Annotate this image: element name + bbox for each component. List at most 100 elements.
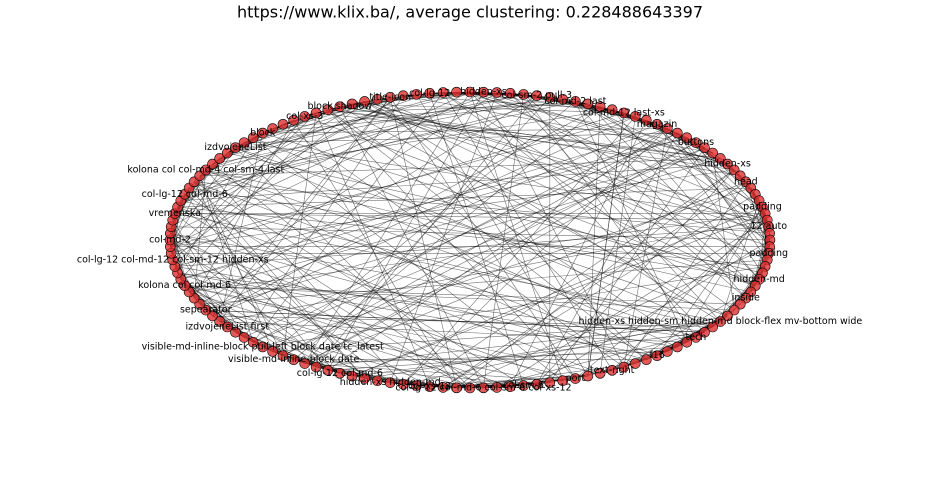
edge — [575, 101, 763, 208]
node-label: kolona col col-md-4 col-sm-4 last — [127, 164, 284, 175]
edge — [180, 163, 728, 201]
edge — [282, 132, 678, 356]
node — [334, 368, 346, 379]
node — [437, 382, 449, 393]
edge — [327, 346, 678, 371]
edge — [339, 106, 484, 388]
edge — [483, 385, 524, 389]
node-label: magazin — [637, 119, 678, 130]
node-label: port — [566, 373, 586, 384]
node — [518, 89, 529, 100]
node — [594, 368, 606, 379]
node — [267, 123, 278, 134]
edge — [244, 132, 678, 143]
edge — [442, 181, 747, 388]
edge — [188, 92, 498, 293]
edge — [212, 124, 658, 317]
node-label: col-sm-6 — [503, 380, 544, 391]
node — [451, 86, 462, 98]
node-label: 12 auto — [751, 221, 788, 232]
node — [606, 104, 618, 115]
edge — [316, 366, 537, 385]
edge — [184, 194, 329, 371]
edge — [403, 128, 668, 385]
edge — [523, 94, 697, 338]
edge — [184, 285, 735, 311]
edge — [304, 116, 756, 287]
node — [641, 354, 652, 366]
node — [221, 147, 233, 159]
node — [681, 336, 693, 348]
edge — [316, 321, 721, 368]
node — [371, 93, 383, 105]
node — [491, 87, 503, 98]
edge — [377, 99, 647, 360]
edge — [523, 94, 756, 286]
node — [464, 86, 476, 98]
edge — [339, 373, 457, 389]
edge — [170, 233, 705, 333]
node — [277, 350, 289, 362]
node-label: tech — [686, 332, 707, 343]
edge — [194, 181, 770, 234]
edge — [677, 132, 768, 261]
node-label: sepearator — [180, 305, 232, 316]
node — [310, 361, 322, 373]
edge — [189, 291, 497, 388]
edge — [235, 147, 471, 389]
edge — [623, 285, 756, 368]
node — [267, 346, 278, 357]
edge — [219, 219, 768, 322]
edge — [339, 106, 728, 317]
edge — [575, 101, 747, 299]
node — [214, 316, 225, 327]
edge — [496, 92, 537, 97]
node — [491, 382, 503, 393]
edge — [293, 106, 601, 360]
node — [299, 111, 311, 122]
node-label: hidden-md — [734, 274, 785, 285]
node-label: col-md-2 last — [544, 96, 606, 107]
edge — [172, 95, 404, 221]
node-label: vremenska — [149, 208, 201, 219]
node — [359, 96, 370, 107]
edge — [219, 321, 687, 343]
node — [544, 377, 556, 388]
node — [544, 92, 556, 103]
node — [582, 98, 594, 110]
node-label: buttons — [678, 137, 714, 148]
edge — [174, 213, 721, 322]
edge — [199, 259, 768, 305]
node — [230, 142, 241, 154]
edge — [170, 246, 430, 387]
edge — [205, 116, 636, 311]
edge — [587, 103, 769, 227]
node — [322, 365, 334, 376]
edge — [575, 101, 688, 343]
edge — [416, 169, 735, 386]
node — [504, 88, 516, 99]
edge — [364, 101, 768, 221]
edge — [170, 233, 471, 389]
edge — [177, 206, 601, 374]
edge — [403, 95, 713, 154]
node — [672, 127, 683, 139]
edge — [510, 93, 721, 322]
edge — [189, 152, 713, 293]
node-label: hidden-xs hidden-md — [340, 377, 441, 388]
node — [662, 346, 673, 357]
edge — [174, 266, 678, 348]
node-label: padding — [749, 248, 788, 259]
edge — [327, 128, 668, 371]
node — [531, 90, 543, 102]
edge — [304, 351, 668, 364]
node — [359, 373, 370, 384]
node — [346, 370, 358, 382]
edge — [227, 152, 763, 274]
edge — [227, 91, 471, 154]
node — [221, 321, 233, 333]
edge — [483, 92, 625, 368]
edge — [199, 175, 254, 343]
edge — [262, 132, 756, 287]
